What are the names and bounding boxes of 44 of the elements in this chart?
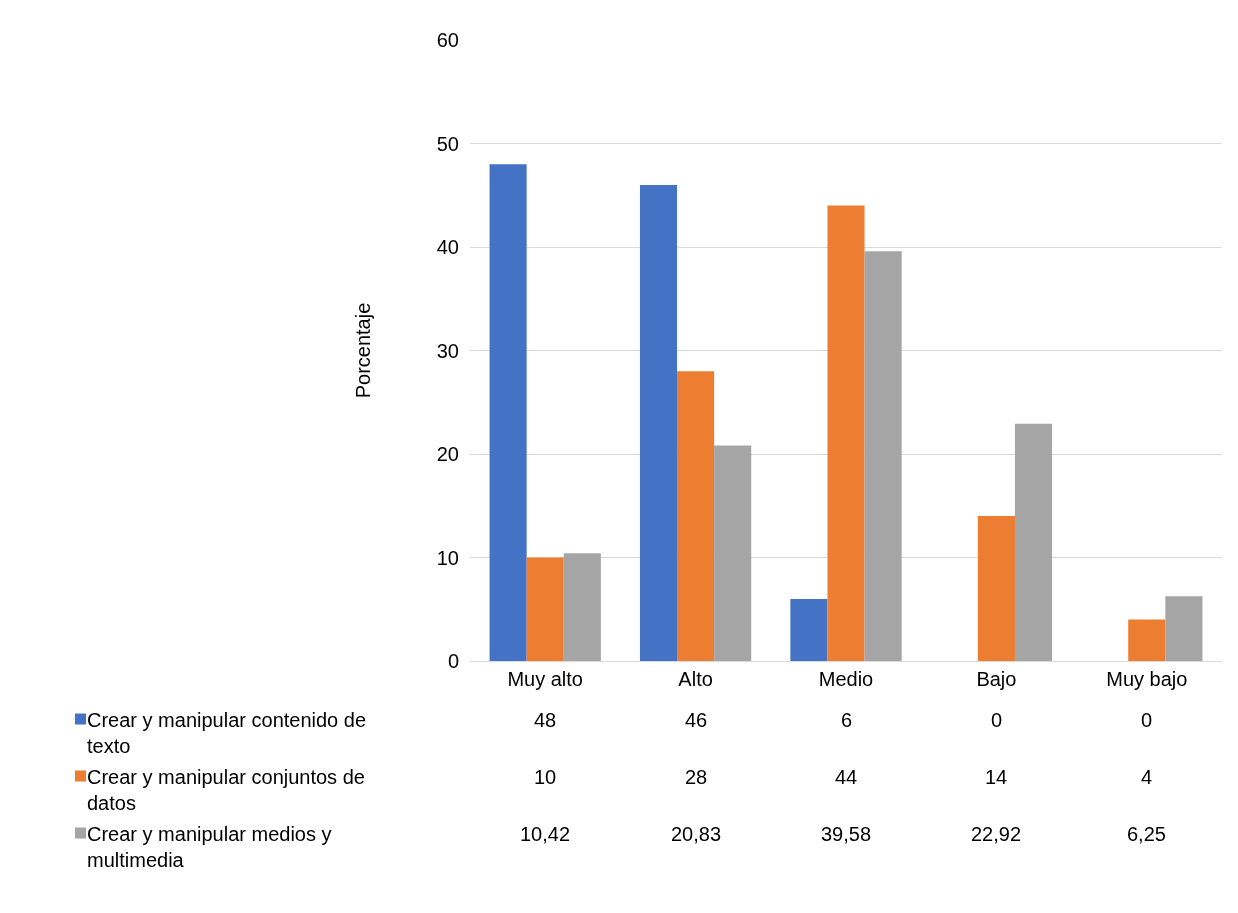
bar [977,516,1015,661]
bar [563,553,601,661]
bar [827,205,865,661]
y-axis-title: Porcentaje [352,302,375,399]
bar [1128,619,1166,661]
bar [864,251,902,661]
data-label: 6 [841,709,853,731]
bar [790,598,828,661]
data-label: 10 [534,766,557,788]
y-tick-label: 0 [447,650,459,672]
data-label: 6,25 [1127,823,1166,845]
x-tick-label: Muy alto [507,668,583,690]
data-label: 0 [1141,709,1153,731]
data-label: 14 [985,766,1008,788]
data-label: 0 [991,709,1003,731]
x-tick-label: Muy bajo [1106,668,1188,690]
bar [677,371,715,661]
legend-label: Crear y manipular contenido de texto [87,709,367,757]
x-tick-label: Alto [678,668,713,690]
x-tick-label: Medio [818,668,874,690]
bar [1014,423,1053,661]
data-label: 46 [685,709,708,731]
y-tick-label: 20 [436,443,459,465]
data-label: 28 [685,766,708,788]
y-tick-label: 10 [436,546,459,569]
data-label: 39,58 [821,823,872,845]
legend-label: Crear y manipular conjuntos de datos [87,766,365,814]
bar [639,184,678,661]
y-tick-label: 40 [436,236,459,258]
y-tick-label: 50 [436,132,459,155]
legend-label: Crear y manipular medios y multimedia [87,823,332,871]
data-label: 10,42 [520,823,571,845]
data-label: 48 [534,709,557,731]
data-label: 44 [835,766,858,788]
x-tick-label: Bajo [976,668,1017,690]
bar [526,557,564,661]
data-label: 22,92 [971,823,1022,845]
bar [714,445,752,661]
bar [489,164,527,661]
data-label: 4 [1141,766,1153,788]
data-label: 20,83 [671,823,722,845]
y-tick-label: 30 [436,339,459,362]
y-tick-label: 60 [436,29,459,51]
bar [1165,596,1203,661]
